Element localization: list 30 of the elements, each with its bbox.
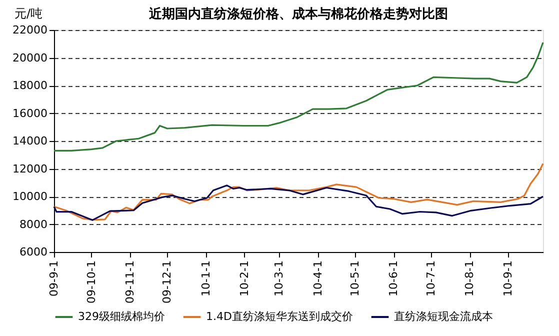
x-tick-label: 10-1-1 xyxy=(199,260,212,296)
legend-label: 直纺涤短现金流成本 xyxy=(394,310,493,323)
y-tick-label: 10000 xyxy=(12,190,48,203)
line-series xyxy=(53,42,544,152)
y-tick-label: 20000 xyxy=(12,51,48,64)
x-tick-label: 09-9-1 xyxy=(48,260,60,296)
x-tick-label: 09-12-1 xyxy=(160,260,174,304)
legend-label: 1.4D直纺涤短华东送到成交价 xyxy=(206,310,353,323)
y-tick-label: 18000 xyxy=(12,79,48,92)
y-axis-title: 元/吨 xyxy=(14,6,43,20)
legend-label: 329级细绒棉均价 xyxy=(78,310,165,323)
y-tick-label: 6000 xyxy=(20,246,48,258)
x-tick-label: 10-4-1 xyxy=(311,260,324,296)
x-tick-label: 10-3-1 xyxy=(272,260,286,296)
x-tick-label: 10-8-1 xyxy=(463,260,476,296)
chart-title: 近期国内直纺涤短价格、成本与棉花价格走势对比图 xyxy=(148,6,448,22)
y-tick-label: 14000 xyxy=(12,134,48,148)
x-tick-label: 10-7-1 xyxy=(424,260,438,296)
y-tick-label: 12000 xyxy=(12,162,48,176)
y-tick-label: 22000 xyxy=(12,24,48,36)
line-series xyxy=(53,162,544,221)
line-series xyxy=(53,184,544,221)
x-tick-label: 10-9-1 xyxy=(502,260,515,296)
y-tick-label: 16000 xyxy=(12,106,48,120)
x-tick-label: 10-5-1 xyxy=(348,260,362,296)
x-tick-label: 10-6-1 xyxy=(387,260,400,296)
x-tick-label: 09-10-1 xyxy=(84,260,98,304)
x-tick-label: 09-11-1 xyxy=(123,260,136,304)
y-tick-label: 8000 xyxy=(20,218,48,231)
x-tick-label: 10-2-1 xyxy=(238,260,251,296)
